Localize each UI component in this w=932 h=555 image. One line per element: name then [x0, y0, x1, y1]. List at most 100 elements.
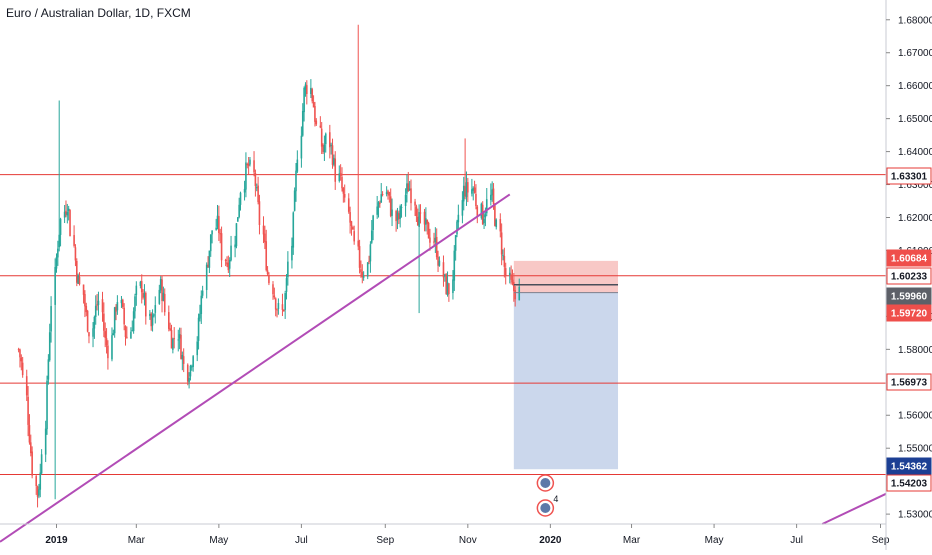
candle-down — [433, 241, 435, 243]
price-label-entry — [886, 304, 932, 322]
candle-up — [372, 215, 374, 231]
candle-up — [454, 235, 457, 251]
y-axis-tick-label: 1.66000 — [898, 81, 932, 92]
candle-down — [173, 338, 176, 340]
candle-down — [115, 306, 117, 312]
candle-up — [132, 311, 135, 332]
candle-up — [480, 203, 483, 218]
candle-up — [209, 234, 212, 252]
candle-up — [143, 293, 146, 298]
candle-up — [200, 295, 203, 315]
price-label-text: 1.54362 — [891, 462, 928, 473]
candle-up — [292, 212, 295, 248]
candle-up — [58, 234, 61, 248]
candle-down — [161, 279, 163, 302]
calendar-event-icon-core — [540, 503, 551, 513]
candle-up — [130, 331, 132, 339]
candle-down — [123, 307, 125, 325]
candle-down — [150, 313, 153, 327]
candle-down — [350, 221, 353, 227]
candle-up — [338, 173, 341, 182]
trendline[interactable] — [0, 193, 511, 543]
candle-down — [35, 476, 38, 486]
candle-down — [29, 442, 32, 454]
candle-down — [126, 336, 128, 338]
candle-down — [170, 330, 173, 349]
candle-down — [395, 210, 397, 222]
price-label-text: 1.59960 — [891, 292, 928, 303]
candle-down — [322, 145, 324, 152]
candle-down — [273, 295, 276, 298]
take-profit-zone[interactable] — [513, 292, 619, 470]
candle-up — [485, 199, 488, 214]
candle-down — [360, 269, 362, 273]
candle-up — [116, 302, 119, 311]
candle-up — [199, 313, 201, 319]
candle-up — [113, 307, 116, 334]
candle-up — [134, 296, 136, 312]
candle-up — [77, 275, 79, 284]
candle-up — [404, 194, 407, 207]
stop-loss-zone[interactable] — [513, 260, 619, 293]
candle-up — [216, 215, 219, 227]
candle-down — [388, 192, 391, 196]
price-label-text: 1.56973 — [891, 378, 928, 389]
candle-down — [74, 247, 77, 261]
candle-up — [208, 250, 211, 268]
candle-down — [207, 264, 209, 268]
candle-down — [416, 216, 419, 226]
y-axis-tick-label: 1.56000 — [898, 411, 932, 422]
x-axis-tick-label: Jul — [295, 535, 308, 546]
candle-up — [205, 264, 208, 291]
candle-up — [230, 245, 232, 261]
candle-down — [86, 310, 89, 332]
candle-down — [257, 185, 259, 202]
candle-up — [120, 299, 123, 304]
candle-down — [389, 196, 392, 216]
candle-down — [27, 396, 29, 425]
price-label-text: 1.63301 — [891, 172, 928, 183]
candle-up — [385, 192, 388, 195]
candle-down — [105, 338, 108, 346]
candle-up — [245, 162, 247, 190]
candle-down — [347, 198, 350, 212]
y-axis-tick-label: 1.68000 — [898, 15, 932, 26]
candle-down — [281, 304, 284, 310]
trendline[interactable] — [821, 492, 887, 525]
candle-up — [54, 267, 56, 305]
candle-down — [253, 160, 255, 173]
candle-down — [69, 210, 71, 237]
candle-down — [475, 193, 477, 207]
x-axis-tick-label: Nov — [459, 535, 477, 546]
candle-down — [435, 236, 438, 258]
candle-down — [514, 290, 516, 300]
candle-down — [101, 299, 104, 313]
candle-down — [19, 349, 21, 358]
candle-down — [320, 128, 323, 147]
candle-down — [387, 190, 389, 193]
candle-up — [370, 230, 373, 243]
candle-up — [369, 244, 372, 262]
candle-up — [211, 230, 213, 235]
candle-down — [500, 232, 503, 255]
candle-up — [59, 218, 62, 235]
x-axis-tick-label: Sep — [872, 535, 890, 546]
candle-down — [511, 279, 514, 283]
candle-up — [490, 194, 492, 201]
candle-up — [324, 133, 327, 145]
candle-up — [44, 428, 47, 455]
candle-down — [342, 188, 345, 194]
y-axis-tick-label: 1.64000 — [898, 147, 932, 158]
candle-up — [181, 354, 184, 360]
candle-up — [66, 212, 69, 216]
candle-up — [472, 188, 475, 191]
candle-up — [149, 313, 151, 317]
candle-up — [483, 218, 485, 224]
price-label-text: 1.59720 — [891, 309, 928, 320]
candle-down — [319, 125, 322, 128]
candle-up — [48, 332, 51, 361]
candle-up — [518, 286, 521, 301]
candle-down — [494, 205, 496, 226]
candle-down — [415, 206, 418, 217]
